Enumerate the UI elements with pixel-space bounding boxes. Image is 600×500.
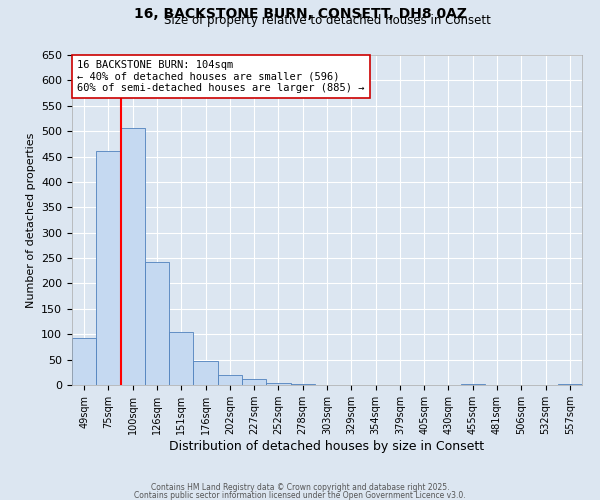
Bar [290,384,315,385]
Title: Size of property relative to detached houses in Consett: Size of property relative to detached ho… [164,14,490,28]
Bar [121,128,145,385]
Bar [72,338,96,385]
X-axis label: Distribution of detached houses by size in Consett: Distribution of detached houses by size … [169,440,485,453]
Bar [461,384,485,385]
Text: Contains HM Land Registry data © Crown copyright and database right 2025.: Contains HM Land Registry data © Crown c… [151,484,449,492]
Bar [242,380,266,385]
Bar [266,384,290,385]
Bar [218,376,242,385]
Bar [193,361,218,385]
Bar [96,152,121,385]
Bar [145,262,169,385]
Bar [169,332,193,385]
Text: 16, BACKSTONE BURN, CONSETT, DH8 0AZ: 16, BACKSTONE BURN, CONSETT, DH8 0AZ [133,8,467,22]
Text: Contains public sector information licensed under the Open Government Licence v3: Contains public sector information licen… [134,490,466,500]
Bar [558,384,582,385]
Y-axis label: Number of detached properties: Number of detached properties [26,132,35,308]
Text: 16 BACKSTONE BURN: 104sqm
← 40% of detached houses are smaller (596)
60% of semi: 16 BACKSTONE BURN: 104sqm ← 40% of detac… [77,60,365,93]
